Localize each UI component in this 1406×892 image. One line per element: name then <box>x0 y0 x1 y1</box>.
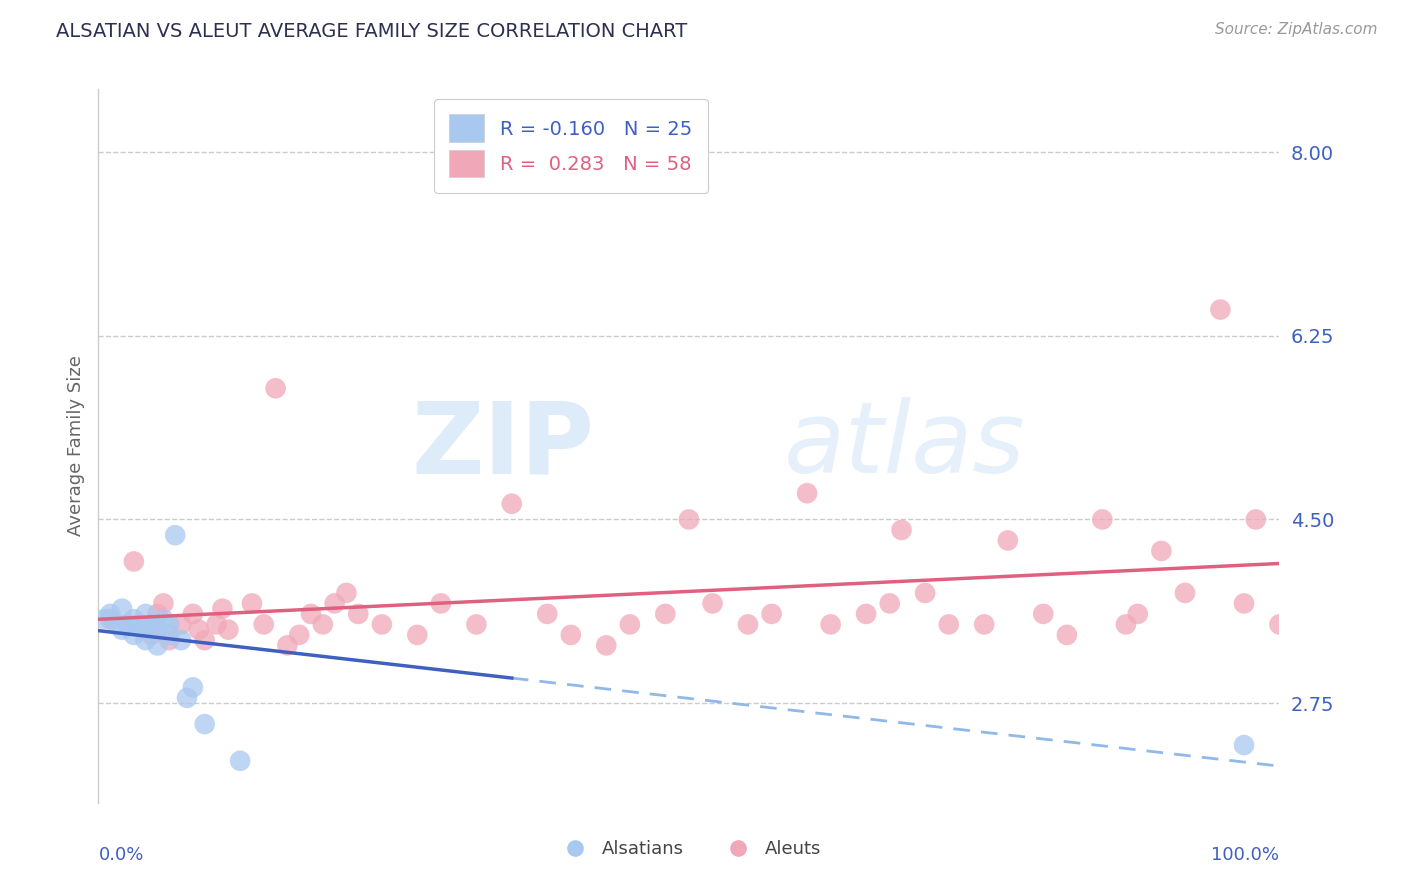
Legend: Alsatians, Aleuts: Alsatians, Aleuts <box>550 833 828 865</box>
Point <box>1233 738 1256 752</box>
Point <box>1268 617 1291 632</box>
Point <box>654 607 676 621</box>
Point <box>135 607 157 621</box>
Point <box>820 617 842 632</box>
Point <box>98 607 121 621</box>
Point <box>170 617 193 632</box>
Point <box>135 633 157 648</box>
Point <box>430 596 453 610</box>
Point <box>1244 512 1267 526</box>
Point <box>117 617 139 632</box>
Point <box>194 717 217 731</box>
Point <box>187 623 209 637</box>
Point <box>855 607 877 621</box>
Point <box>347 607 370 621</box>
Point <box>211 601 233 615</box>
Point <box>914 586 936 600</box>
Point <box>117 617 139 632</box>
Point <box>619 617 641 632</box>
Point <box>152 596 174 610</box>
Point <box>176 690 198 705</box>
Point <box>146 639 169 653</box>
Point <box>1233 596 1256 610</box>
Point <box>761 607 783 621</box>
Point <box>135 623 157 637</box>
Point <box>879 596 901 610</box>
Point <box>93 612 115 626</box>
Point <box>152 612 174 626</box>
Point <box>1174 586 1197 600</box>
Point <box>194 633 217 648</box>
Point <box>105 617 128 632</box>
Point <box>737 617 759 632</box>
Point <box>1209 302 1232 317</box>
Point <box>181 681 204 695</box>
Point <box>595 639 617 653</box>
Point <box>111 623 134 637</box>
Point <box>276 639 298 653</box>
Point <box>323 596 346 610</box>
Point <box>288 628 311 642</box>
Point <box>111 601 134 615</box>
Point <box>501 497 523 511</box>
Point <box>146 607 169 621</box>
Point <box>217 623 239 637</box>
Text: Source: ZipAtlas.com: Source: ZipAtlas.com <box>1215 22 1378 37</box>
Point <box>678 512 700 526</box>
Point <box>1091 512 1114 526</box>
Point <box>1115 617 1137 632</box>
Y-axis label: Average Family Size: Average Family Size <box>66 356 84 536</box>
Point <box>122 628 145 642</box>
Point <box>536 607 558 621</box>
Point <box>181 607 204 621</box>
Text: 100.0%: 100.0% <box>1212 846 1279 863</box>
Point <box>1032 607 1054 621</box>
Point <box>170 633 193 648</box>
Point <box>973 617 995 632</box>
Point <box>141 628 163 642</box>
Point <box>240 596 263 610</box>
Point <box>229 754 252 768</box>
Point <box>371 617 394 632</box>
Point <box>890 523 912 537</box>
Point <box>122 554 145 568</box>
Point <box>165 528 187 542</box>
Point <box>98 612 121 626</box>
Point <box>796 486 818 500</box>
Text: ZIP: ZIP <box>412 398 595 494</box>
Point <box>253 617 276 632</box>
Point <box>128 617 150 632</box>
Point <box>1126 607 1149 621</box>
Text: 0.0%: 0.0% <box>98 846 143 863</box>
Point <box>560 628 582 642</box>
Point <box>264 381 287 395</box>
Point <box>938 617 960 632</box>
Point <box>702 596 724 610</box>
Point <box>335 586 357 600</box>
Text: ALSATIAN VS ALEUT AVERAGE FAMILY SIZE CORRELATION CHART: ALSATIAN VS ALEUT AVERAGE FAMILY SIZE CO… <box>56 22 688 41</box>
Point <box>141 617 163 632</box>
Point <box>157 628 180 642</box>
Point <box>122 612 145 626</box>
Point <box>157 617 180 632</box>
Point <box>1150 544 1173 558</box>
Point <box>205 617 228 632</box>
Point <box>312 617 335 632</box>
Point <box>1056 628 1078 642</box>
Text: atlas: atlas <box>783 398 1025 494</box>
Point <box>157 633 180 648</box>
Point <box>997 533 1019 548</box>
Point <box>146 623 169 637</box>
Point <box>299 607 322 621</box>
Point <box>465 617 488 632</box>
Point <box>406 628 429 642</box>
